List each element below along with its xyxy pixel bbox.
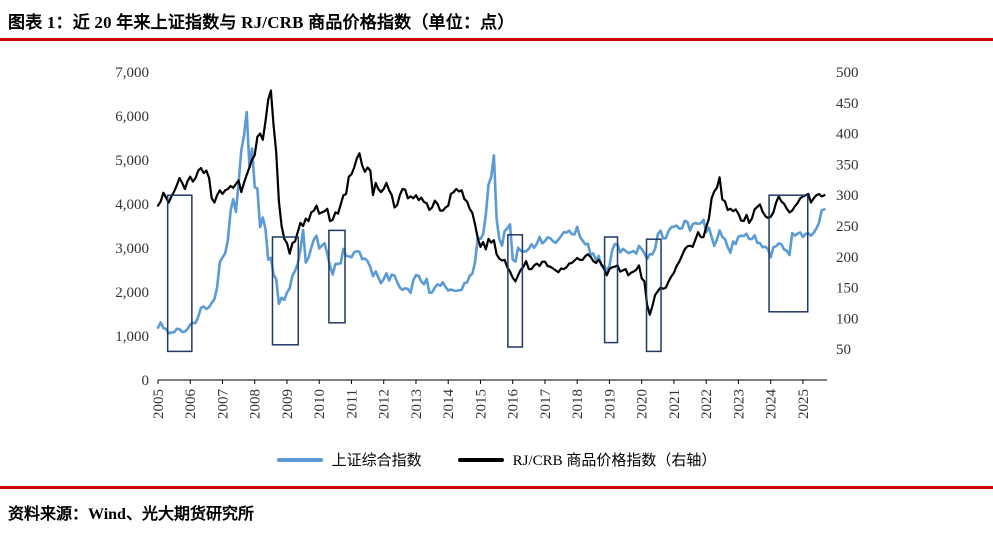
- title-rule: [0, 38, 993, 41]
- svg-text:2,000: 2,000: [115, 285, 149, 301]
- svg-text:2023: 2023: [731, 389, 747, 419]
- svg-text:150: 150: [836, 281, 859, 297]
- svg-text:2020: 2020: [635, 389, 651, 419]
- figure-title: 图表 1：近 20 年来上证指数与 RJ/CRB 商品价格指数（单位：点）: [8, 13, 515, 32]
- svg-text:2019: 2019: [602, 389, 618, 419]
- svg-text:2025: 2025: [796, 389, 812, 419]
- svg-text:2013: 2013: [409, 389, 425, 419]
- svg-text:2010: 2010: [312, 389, 328, 419]
- crb-line-swatch: [457, 457, 504, 462]
- svg-text:2011: 2011: [344, 389, 360, 418]
- svg-text:2018: 2018: [570, 389, 586, 419]
- svg-text:0: 0: [142, 373, 150, 389]
- svg-text:2014: 2014: [441, 389, 457, 420]
- chart-svg: 0 1,000 2,000 3,000 4,000 5,000 6,000 7,000 50 10…: [115, 65, 859, 420]
- svg-text:5,000: 5,000: [115, 153, 149, 169]
- legend-item-sse: 上证综合指数: [276, 449, 422, 470]
- svg-text:2005: 2005: [151, 389, 167, 419]
- svg-text:350: 350: [836, 157, 859, 173]
- svg-text:7,000: 7,000: [115, 65, 149, 81]
- legend-label-sse: 上证综合指数: [331, 453, 422, 469]
- svg-text:400: 400: [836, 127, 859, 143]
- svg-text:200: 200: [836, 250, 859, 266]
- svg-text:2016: 2016: [506, 389, 522, 420]
- svg-text:500: 500: [836, 65, 859, 81]
- svg-text:250: 250: [836, 219, 859, 235]
- svg-text:4,000: 4,000: [115, 197, 149, 213]
- svg-text:2008: 2008: [248, 389, 264, 419]
- chart-legend: 上证综合指数 RJ/CRB 商品价格指数（右轴）: [0, 449, 993, 470]
- svg-text:450: 450: [836, 96, 859, 112]
- svg-text:3,000: 3,000: [115, 241, 149, 257]
- svg-text:2007: 2007: [215, 389, 231, 420]
- svg-text:2024: 2024: [764, 389, 780, 420]
- svg-text:100: 100: [836, 311, 859, 327]
- svg-text:2006: 2006: [183, 389, 199, 420]
- source-note: 资料来源：Wind、光大期货研究所: [8, 506, 254, 523]
- svg-text:300: 300: [836, 188, 859, 204]
- svg-text:2009: 2009: [280, 389, 296, 419]
- svg-text:50: 50: [836, 342, 851, 358]
- sse-line-swatch: [276, 457, 323, 462]
- svg-text:2021: 2021: [667, 389, 683, 419]
- svg-text:2012: 2012: [377, 389, 393, 419]
- svg-text:2017: 2017: [538, 389, 554, 420]
- legend-item-crb: RJ/CRB 商品价格指数（右轴）: [457, 449, 717, 470]
- svg-text:6,000: 6,000: [115, 109, 149, 125]
- footer-rule: [0, 486, 993, 489]
- legend-label-crb: RJ/CRB 商品价格指数（右轴）: [512, 453, 717, 469]
- svg-text:2022: 2022: [699, 389, 715, 419]
- svg-text:1,000: 1,000: [115, 329, 149, 345]
- svg-text:2015: 2015: [473, 389, 489, 419]
